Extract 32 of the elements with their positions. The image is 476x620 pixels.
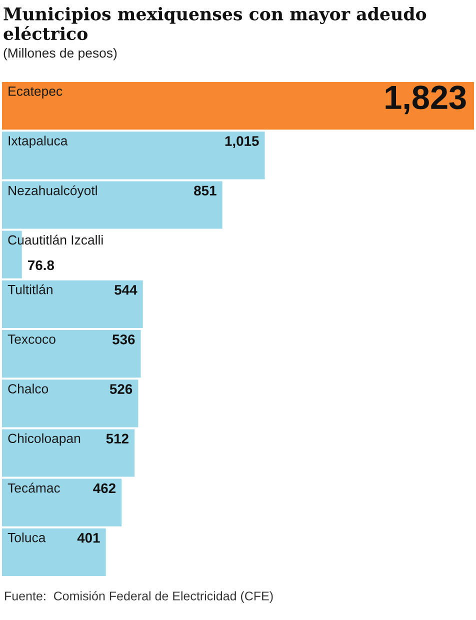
y-tick-label: Nezahualcóyotl <box>8 185 97 198</box>
bar <box>2 181 222 229</box>
bar <box>2 528 106 576</box>
y-tick-label: Ixtapaluca <box>8 136 68 148</box>
y-tick-label: Chicoloapan <box>8 433 80 446</box>
data-label: 526 <box>110 384 132 394</box>
bar <box>2 478 122 526</box>
bar <box>2 82 474 130</box>
chart-title: Municipios mexiquenses con mayor adeudo eléctrico <box>4 7 426 40</box>
data-label: 544 <box>114 285 138 295</box>
bar <box>2 132 265 180</box>
bar <box>2 280 143 328</box>
data-label: 1,015 <box>225 136 259 148</box>
y-tick-label: Chalco <box>8 384 48 394</box>
y-tick-label: Tecámac <box>8 482 60 493</box>
data-label: 851 <box>194 186 216 196</box>
y-tick-label: Texcoco <box>8 334 56 344</box>
chart-subtitle: (Millones de pesos) <box>4 48 117 60</box>
data-label: 462 <box>93 483 116 494</box>
bar <box>2 330 141 378</box>
y-tick-label: Cuautitlán Izcalli <box>8 234 103 245</box>
data-label: 401 <box>77 532 100 543</box>
bar <box>2 380 138 428</box>
bar <box>2 429 135 477</box>
y-tick-label: Ecatepec <box>8 86 62 98</box>
y-tick-label: Toluca <box>8 532 46 542</box>
data-label: 76.8 <box>28 260 54 270</box>
data-label: 512 <box>106 434 128 444</box>
data-label: 536 <box>112 334 135 344</box>
data-label: 1,823 <box>386 86 466 114</box>
source-note: Fuente: Comisión Federal de Electricidad (CFE) <box>5 591 273 603</box>
y-tick-label: Tultitlán <box>8 284 52 294</box>
